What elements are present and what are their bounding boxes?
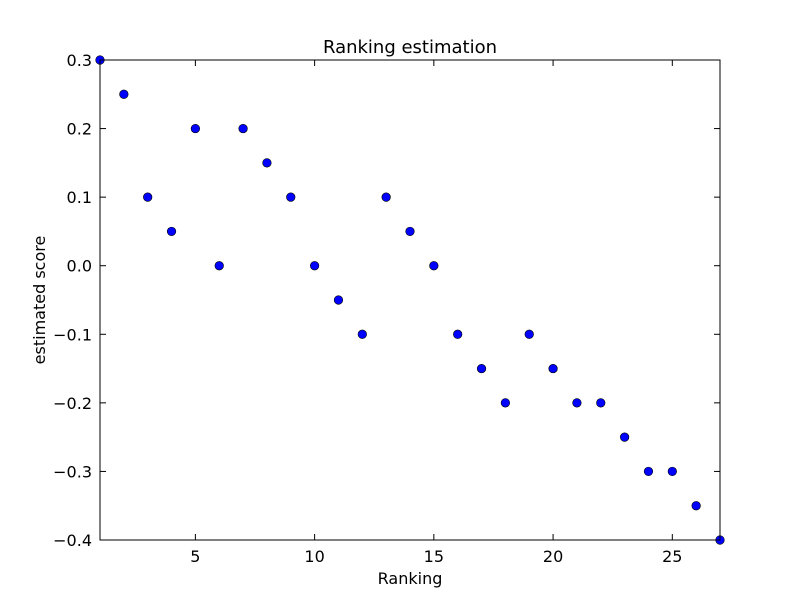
y-tick-label: −0.3 xyxy=(53,462,92,481)
x-tick-label: 5 xyxy=(190,547,200,566)
data-point xyxy=(500,398,510,408)
y-tick-label: −0.1 xyxy=(53,325,92,344)
axis-ticks: 5 10 15 20 25 0.3 0.2 0.1 0.0 −0.1 −0.2 −0.3 −0.4 xyxy=(53,51,720,566)
data-point xyxy=(429,261,439,271)
y-tick-label: 0.0 xyxy=(67,257,92,276)
data-point xyxy=(596,398,606,408)
data-point xyxy=(214,261,224,271)
y-tick-label: 0.3 xyxy=(67,51,92,70)
data-point xyxy=(667,466,677,477)
data-point xyxy=(357,329,367,339)
x-axis-label: Ranking xyxy=(378,569,443,588)
data-point xyxy=(691,501,701,511)
y-tick-label: −0.4 xyxy=(53,531,92,550)
data-point xyxy=(405,226,415,237)
y-tick-label: −0.2 xyxy=(53,394,92,413)
data-point xyxy=(381,192,391,202)
data-points xyxy=(95,55,725,545)
y-tick-label: 0.1 xyxy=(67,188,92,207)
data-point xyxy=(143,192,153,202)
data-point xyxy=(620,432,630,442)
data-point xyxy=(119,89,129,99)
data-point xyxy=(453,329,463,339)
x-tick-label: 10 xyxy=(304,547,324,566)
data-point xyxy=(524,329,534,339)
y-tick-label: 0.2 xyxy=(67,120,92,139)
data-point xyxy=(310,261,320,271)
data-point xyxy=(286,192,296,202)
data-point xyxy=(238,123,248,134)
data-point xyxy=(548,363,558,374)
x-tick-label: 25 xyxy=(662,547,682,566)
plot-frame xyxy=(99,59,721,541)
data-point xyxy=(333,295,344,305)
data-point xyxy=(262,158,272,168)
data-point xyxy=(190,123,200,134)
data-point xyxy=(572,398,582,408)
x-tick-label: 15 xyxy=(424,547,444,566)
data-point xyxy=(476,363,487,374)
x-tick-label: 20 xyxy=(543,547,563,566)
chart-title: Ranking estimation xyxy=(323,37,497,58)
y-axis-label: estimated score xyxy=(30,236,49,365)
data-point xyxy=(166,226,177,237)
data-point xyxy=(643,466,654,477)
